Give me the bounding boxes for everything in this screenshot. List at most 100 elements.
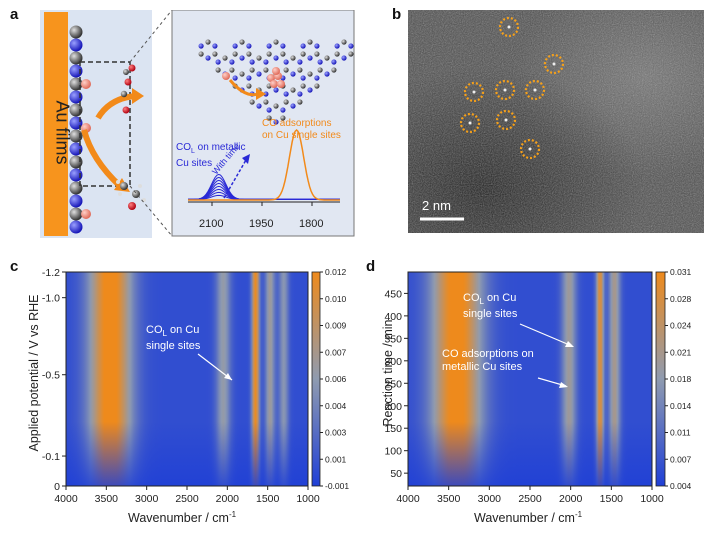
framework-atom: [249, 99, 255, 105]
colorbar-tick-label: -0.001: [325, 481, 349, 491]
au-film-electrode: [44, 12, 68, 236]
x-tick-label: 2500: [518, 493, 542, 505]
panel-label-b: b: [392, 6, 402, 23]
y-tick-label: 250: [384, 378, 402, 390]
y-tick-label: -1.0: [42, 293, 60, 305]
framework-atom: [297, 59, 303, 65]
framework-atom: [314, 43, 320, 49]
colorbar-tick-label: 0.014: [670, 401, 692, 411]
electrode-atom-n: [69, 220, 83, 234]
au-films-label: Au films: [52, 100, 73, 165]
framework-atom: [334, 43, 340, 49]
cu-atom: [81, 79, 91, 89]
framework-atom: [334, 51, 340, 57]
x-tick-label: 3500: [437, 493, 461, 505]
electrode-atom-n: [69, 64, 83, 78]
single-site-spectrum-line: [188, 128, 340, 201]
framework-atom: [256, 55, 262, 61]
xlabel-d-text: Wavenumber / cm: [474, 511, 575, 526]
colorbar-tick-label: 0.011: [670, 428, 691, 438]
framework-atom: [280, 107, 286, 113]
framework-atom: [263, 67, 269, 73]
framework-atom: [246, 83, 252, 89]
inset-tick-2100: 2100: [199, 218, 224, 230]
framework-atom: [297, 67, 303, 73]
framework-atom: [256, 103, 262, 109]
y-tick-label: -1.2: [42, 267, 60, 279]
annotation-d1-co: CO: [463, 292, 480, 304]
framework-atom: [266, 115, 272, 121]
inset-tick-1800: 1800: [299, 218, 324, 230]
framework-atom: [280, 43, 286, 49]
x-tick-label: 2000: [216, 493, 240, 505]
y-tick-label: 150: [384, 423, 402, 435]
framework-atom: [266, 43, 272, 49]
framework-atom: [263, 59, 269, 65]
framework-atom: [290, 55, 296, 61]
inset-spectra: [188, 128, 340, 201]
framework-atom: [324, 55, 330, 61]
framework-atom: [273, 87, 279, 93]
framework-atom: [215, 59, 221, 65]
x-tick-label: 2000: [559, 493, 583, 505]
annotation-c-arrowhead: [224, 373, 232, 380]
annotation-c-sub: L: [162, 329, 167, 339]
framework-atom: [283, 91, 289, 97]
framework-atom: [283, 99, 289, 105]
framework-atom: [212, 43, 218, 49]
single-atom-dot: [468, 121, 472, 125]
y-tick-label: 300: [384, 356, 402, 368]
x-tick-label: 4000: [54, 493, 78, 505]
heatmap-fade: [408, 272, 652, 486]
annotation-d1-arrowhead: [565, 341, 574, 347]
single-atom-marker: [463, 81, 485, 103]
single-atom-marker: [519, 138, 541, 160]
framework-atom: [246, 43, 252, 49]
tem-image: 2 nm: [408, 10, 704, 233]
framework-atom: [324, 71, 330, 77]
framework-atom: [232, 43, 238, 49]
single-atom-dot: [507, 25, 511, 29]
colorbar-tick-label: 0.031: [670, 267, 692, 277]
framework-atom: [198, 51, 204, 57]
colorbar: [655, 271, 666, 487]
framework-atom: [205, 55, 211, 61]
framework-atom: [300, 75, 306, 81]
colorbar-tick-label: 0.003: [325, 428, 347, 438]
annotation-d1-line2: single sites: [463, 308, 518, 321]
annotation-c: COL on Cu single sites: [146, 324, 200, 353]
co-single-line2: on Cu single sites: [262, 130, 341, 141]
framework-atom: [239, 71, 245, 77]
single-atom-markers: [459, 16, 565, 160]
framework-atom: [283, 67, 289, 73]
x-tick-label: 1000: [296, 493, 320, 505]
framework-atom: [232, 75, 238, 81]
framework-atom: [249, 67, 255, 73]
xlabel-d-sup: -1: [574, 510, 583, 519]
framework-atom: [307, 71, 313, 77]
framework-atom: [273, 119, 279, 125]
framework-atom: [263, 99, 269, 105]
framework-atom: [331, 67, 337, 73]
single-atom-dot: [528, 147, 532, 151]
xlabel-c: Wavenumber / cm-1: [128, 510, 236, 525]
framework-atom: [300, 43, 306, 49]
framework-atom: [297, 99, 303, 105]
co-single-label: CO adsorptions on Cu single sites: [262, 118, 341, 142]
inset-tick-1950: 1950: [249, 218, 274, 230]
cu-atom: [81, 209, 91, 219]
co-metallic-rest: on metallic: [194, 142, 246, 153]
colorbar-tick-label: 0.007: [325, 347, 347, 357]
x-tick-label: 3000: [478, 493, 502, 505]
xlabel-c-sup: -1: [228, 510, 237, 519]
heatmap-d-plot: 4000 3500 3000 2500 2000 1500 1000 450 400 350 300…: [384, 267, 691, 505]
colorbar-tick-label: 0.004: [325, 401, 347, 411]
heatmap-c-plot: 4000 3500 3000 2500 2000 1500 1000 -1.2 -1.0 -0.5…: [42, 267, 349, 505]
framework-atom: [314, 51, 320, 57]
framework-atom: [331, 59, 337, 65]
framework-atom: [307, 87, 313, 93]
co-metallic-line2: Cu sites: [176, 158, 213, 169]
framework-atom: [317, 59, 323, 65]
annotation-d2-line2: metallic Cu sites: [442, 361, 523, 373]
framework-atom: [297, 91, 303, 97]
